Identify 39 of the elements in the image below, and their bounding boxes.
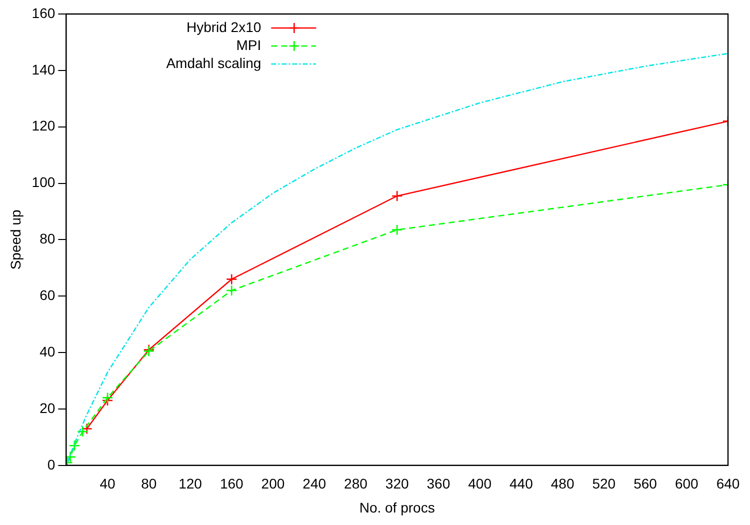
- line-series: [66, 52, 728, 464]
- y-tick-label: 120: [32, 118, 56, 134]
- y-tick-label: 0: [47, 456, 56, 472]
- point: [81, 423, 92, 434]
- legend-label: Hybrid 2x10: [186, 18, 262, 35]
- point: [391, 224, 403, 236]
- x-tick-label: 120: [178, 476, 202, 492]
- x-tick-label: 80: [141, 476, 157, 492]
- x-axis-title: No. of procs: [359, 499, 435, 516]
- x-tick-label: 240: [302, 476, 326, 492]
- x-tick-label: 320: [385, 476, 409, 492]
- legend-label: Amdahl scaling: [166, 54, 262, 71]
- x-tick-label: 200: [261, 476, 285, 492]
- y-tick-label: 60: [40, 286, 56, 303]
- x-tick-label: 520: [592, 476, 616, 492]
- point: [68, 440, 80, 452]
- x-tick-label: 360: [426, 476, 450, 492]
- x-tick-label: 600: [674, 476, 699, 492]
- x-tick-label: 560: [634, 476, 658, 492]
- point: [77, 426, 88, 438]
- point: [102, 392, 114, 404]
- y-tick-label: 80: [40, 230, 56, 247]
- y-tick-label: 40: [40, 343, 56, 360]
- y-tick-label: 160: [32, 4, 56, 21]
- x-tick-label: 40: [100, 476, 116, 492]
- point: [391, 190, 403, 202]
- x-tick-label: 480: [550, 476, 574, 492]
- point: [226, 274, 238, 285]
- x-tick-label: 640: [716, 476, 740, 492]
- point: [226, 284, 238, 296]
- y-tick-label: 20: [40, 400, 56, 416]
- x-tick-label: 440: [509, 476, 534, 492]
- y-axis-title: Speed up: [7, 210, 24, 270]
- legend-label: MPI: [236, 36, 262, 53]
- y-tick-label: 140: [32, 61, 56, 78]
- x-tick-label: 160: [220, 476, 244, 492]
- x-tick-label: 400: [468, 476, 492, 492]
- x-tick-label: 280: [344, 476, 368, 492]
- y-tick-label: 100: [32, 174, 56, 190]
